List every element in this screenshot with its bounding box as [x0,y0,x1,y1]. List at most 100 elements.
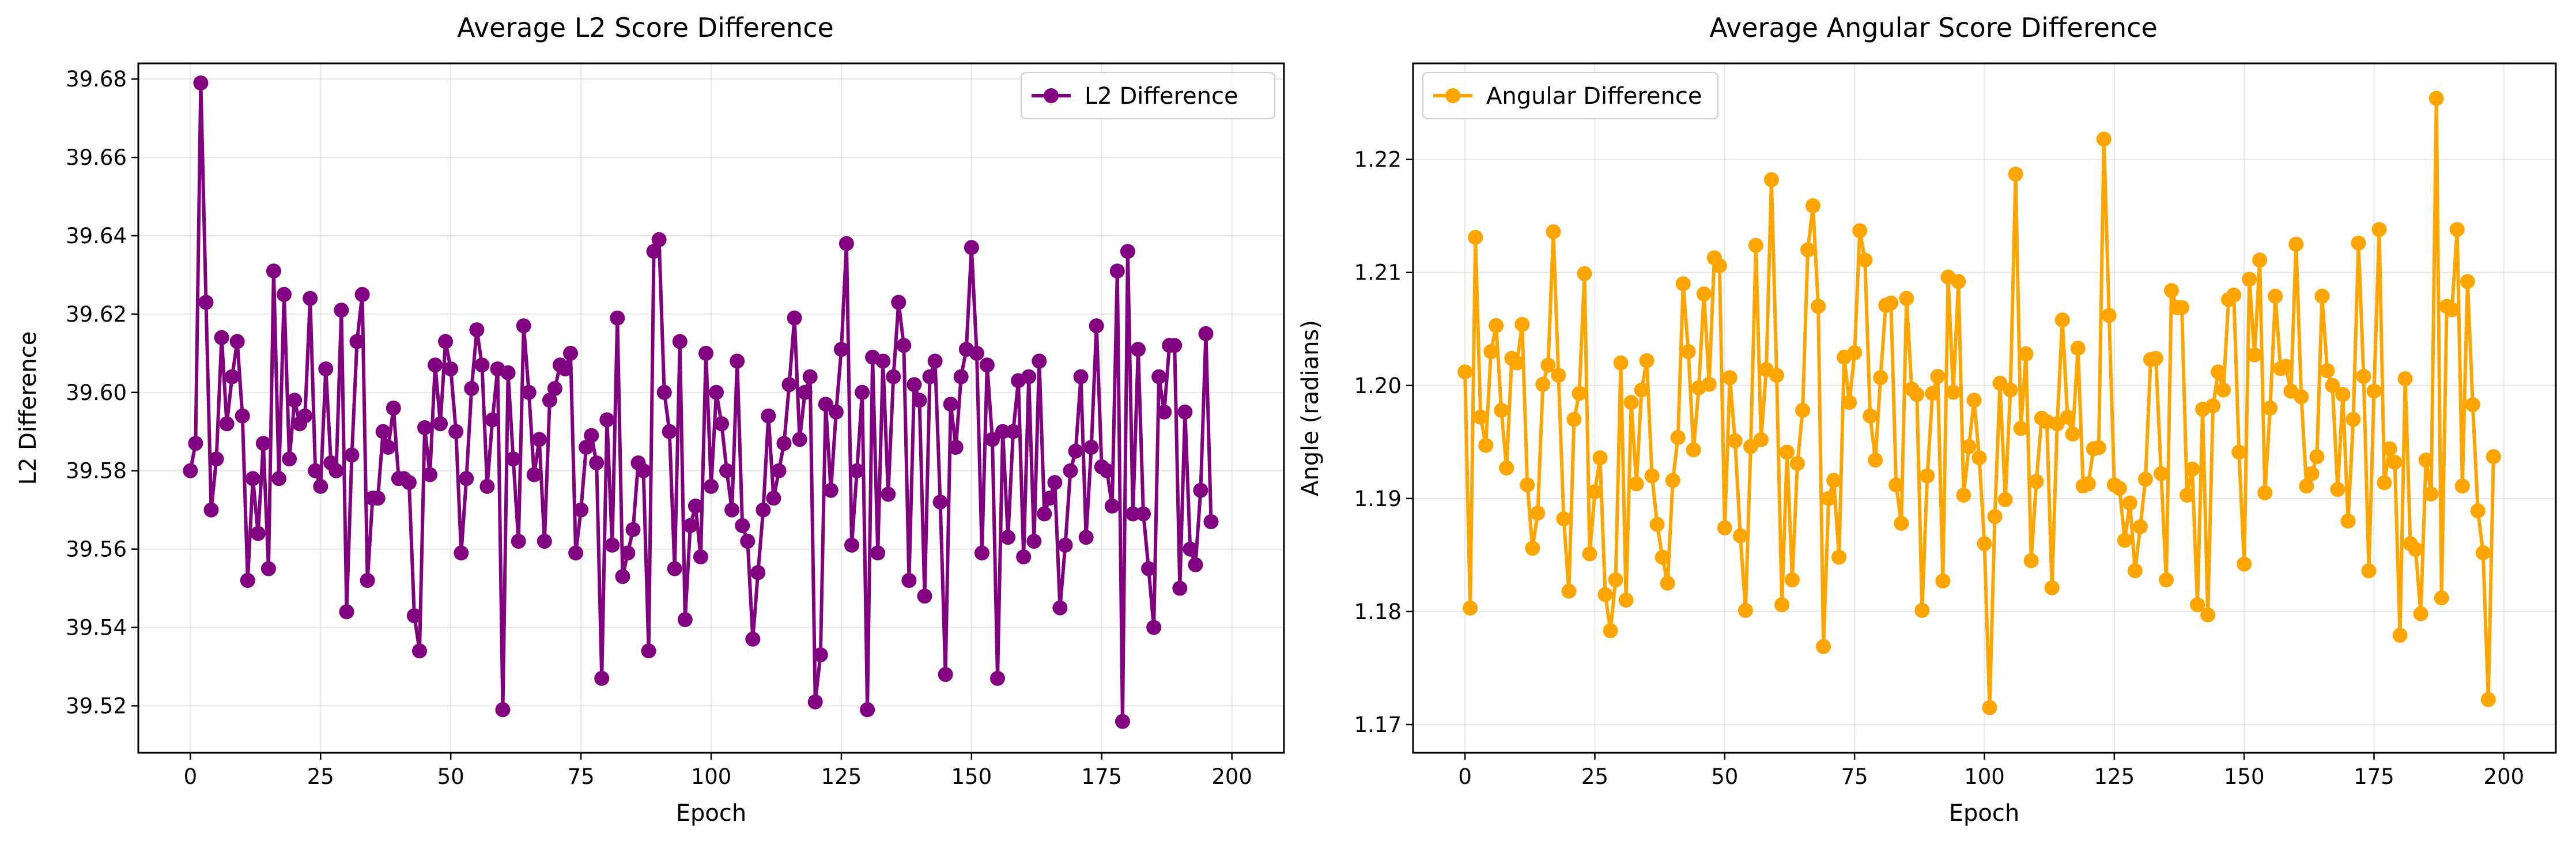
data-point [2023,553,2039,568]
data-point [438,334,454,349]
data-point [547,381,562,396]
data-point [1183,541,1198,557]
y-axis-label: Angle (radians) [1297,320,1324,496]
data-point [2377,475,2392,491]
x-axis-label: Epoch [1949,800,2019,827]
data-point [1499,460,1514,476]
data-point [745,631,761,647]
data-point [2371,222,2387,237]
data-point [730,353,745,369]
data-point [1068,443,1083,459]
data-point [313,478,328,494]
data-point [1494,402,1509,418]
data-point [2054,312,2070,328]
data-point [2408,542,2423,557]
data-point [568,545,584,561]
data-point [2008,167,2023,182]
legend-label: Angular Difference [1486,83,1702,110]
data-point [422,467,437,482]
data-point [2263,401,2278,416]
data-point [266,263,281,279]
data-point [1888,477,1904,493]
data-point [250,526,266,541]
data-point [1052,600,1068,616]
data-point [1546,224,1561,240]
data-point [922,369,938,384]
data-point [1785,572,1800,587]
legend-label: L2 Difference [1085,83,1238,110]
data-point [1556,511,1572,527]
data-point [2070,341,2086,356]
data-point [2320,363,2335,379]
data-point [1701,376,1717,392]
chart-title: Average Angular Score Difference [1709,12,2158,43]
data-point [1655,549,1670,565]
data-point [2180,488,2194,503]
data-point [2423,486,2439,501]
data-point [214,330,229,345]
data-point [1151,369,1167,384]
y-tick-label: 1.17 [1354,712,1402,737]
data-point [406,608,422,624]
series-line [188,81,1213,723]
data-point [1842,395,1857,410]
data-point [2200,607,2216,623]
data-point [526,467,542,482]
data-point [714,416,730,432]
data-point [1966,393,1982,408]
x-tick-label: 200 [1211,764,1252,789]
data-point [2003,382,2018,398]
data-point [2392,628,2408,643]
data-point [818,397,833,412]
data-point [1732,528,1748,544]
data-point [1977,536,1992,552]
data-point [573,502,589,518]
data-point [682,518,698,533]
data-point [1873,370,1888,386]
data-point [2112,481,2127,496]
data-point [339,604,354,620]
data-point [1665,473,1680,488]
data-point [797,384,813,400]
data-point [2428,90,2444,106]
data-point [1763,172,1779,187]
data-point [672,334,688,349]
data-point [412,643,427,659]
data-point [219,416,235,432]
data-point [709,384,724,400]
data-point [833,342,849,357]
data-point [1047,475,1063,491]
data-point [1540,357,1556,373]
data-point [1675,276,1691,292]
data-point [2465,397,2480,413]
data-point [776,436,792,451]
data-point [927,353,943,369]
data-point [2486,449,2501,465]
data-point [542,393,557,408]
data-point [485,412,500,428]
x-tick-label: 175 [2354,764,2394,789]
data-point [875,353,891,369]
data-point [1811,299,1826,314]
data-point [1722,370,1738,386]
data-point [1141,561,1157,576]
data-point [688,498,703,514]
data-point [2309,449,2325,465]
data-point [2278,359,2294,374]
data-point [594,670,610,686]
legend-marker-sample [1445,88,1460,103]
data-point [1727,433,1743,448]
data-point [1660,575,1675,591]
data-point [1057,537,1073,553]
data-point [401,475,417,491]
data-point [558,361,573,376]
data-point [1717,520,1732,535]
data-point [1089,318,1104,334]
legend: Angular Difference [1422,72,1718,119]
angular-chart-panel: Average Angular Score Difference 0 25 50 75… [1288,0,2576,845]
data-point [2418,452,2434,468]
data-point [2413,606,2428,621]
data-point [495,702,511,718]
data-point [1946,384,1961,400]
y-tick-label: 39.60 [66,380,127,405]
